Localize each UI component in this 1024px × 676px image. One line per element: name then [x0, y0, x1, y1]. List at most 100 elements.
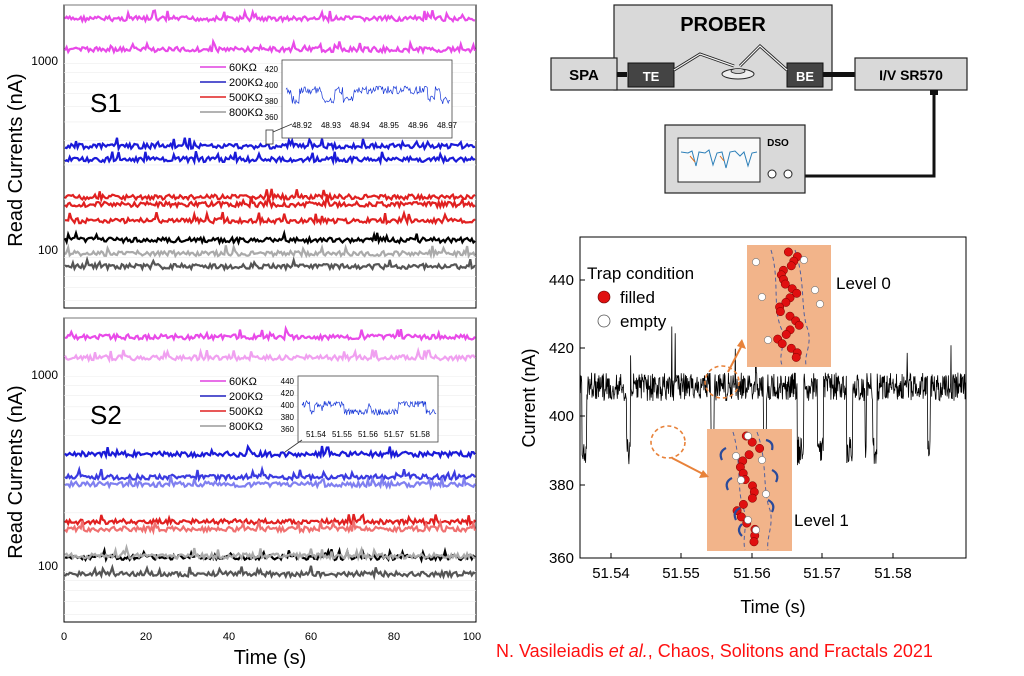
s2-legend-60k: 60KΩ [229, 376, 257, 388]
rtn-ytick-440: 440 [549, 272, 574, 289]
level1-empty-trap [762, 490, 770, 498]
level0-empty-trap [764, 336, 772, 344]
trap-condition-label: Trap condition [587, 264, 694, 283]
s1-inset-xtick-4: 48.96 [408, 121, 429, 130]
s1-series-line [64, 37, 477, 56]
s2-series-line [64, 475, 476, 491]
s1-series-line [64, 255, 476, 273]
s1-inset-xtick-3: 48.95 [379, 121, 400, 130]
level0-filled-trap [794, 320, 804, 330]
level1-filled-trap [736, 512, 746, 522]
rtn-xlabel: Time (s) [740, 597, 805, 617]
s2-inset-ytick-440: 440 [281, 377, 295, 386]
level0-empty-trap [811, 286, 819, 294]
level0-filled-trap [792, 288, 802, 298]
s1-legend-200k: 200KΩ [229, 77, 263, 89]
s2-inset-ytick-400: 400 [281, 401, 295, 410]
s2-legend-500k: 500KΩ [229, 406, 263, 418]
level1-empty-trap [732, 452, 740, 460]
level0-arrow [727, 344, 743, 373]
empty-label: empty [620, 312, 667, 331]
level1-label: Level 1 [794, 511, 849, 530]
s2-inset-ytick-360: 360 [281, 425, 295, 434]
level1-trap-arrows [719, 438, 779, 537]
s1-series-line [64, 209, 476, 227]
s2-series-line [64, 465, 476, 483]
level1-arrowhead [699, 470, 709, 478]
citation: N. Vasileiadis et al., Chaos, Solitons a… [496, 641, 933, 661]
rtn-ytick-420: 420 [549, 340, 574, 357]
level1-empty-trap [744, 432, 752, 440]
s2-inset-trace [301, 399, 437, 416]
level0-filled-trap [775, 307, 785, 317]
iv-converter-box [854, 57, 968, 91]
s1-series-line [63, 229, 476, 246]
prober-label: PROBER [680, 14, 766, 36]
rtn-ytick-380: 380 [549, 477, 574, 494]
level0-filled-trap [783, 247, 793, 257]
level0-empty-trap [758, 293, 766, 301]
s2-series-line [64, 518, 477, 536]
dso-screen-trace [680, 149, 758, 169]
level1-trap-dots [732, 431, 770, 547]
s1-inset: 420 400 380 360 48.92 48.93 48.94 48.95 … [265, 59, 458, 145]
s1-inset-ytick-420: 420 [265, 65, 279, 74]
s2-legend-200k: 200KΩ [229, 391, 263, 403]
s2-xtick-60: 60 [305, 631, 317, 643]
s2-series-line [64, 563, 476, 581]
be-probe [786, 62, 824, 88]
level0-filled-trap [780, 279, 790, 289]
level1-filament-edge-right [756, 431, 772, 551]
s1-inset-trace [285, 85, 451, 105]
setup-diagram: PROBER SPA TE BE I/V SR570 DSO [550, 4, 968, 194]
s2-legend: 60KΩ 200KΩ 500KΩ 800KΩ [200, 376, 263, 433]
trap-legend: Trap condition filled empty [587, 264, 694, 331]
dso-screen [677, 137, 761, 183]
level0-label: Level 0 [836, 274, 891, 293]
s1-series-line [64, 150, 476, 166]
s1-legend: 60KΩ 200KΩ 500KΩ 800KΩ [200, 62, 263, 119]
level1-filled-trap [747, 437, 757, 447]
be-cable [823, 72, 857, 77]
level1-empty-trap [758, 456, 766, 464]
rtn-yticks-marks [580, 279, 894, 558]
citation-etal: et al. [609, 641, 648, 661]
s1-ytick-1000: 1000 [31, 54, 58, 68]
rtn-ylabel: Current (nA) [519, 348, 539, 447]
level0-filament-illustration [747, 245, 831, 367]
dso-cable [805, 95, 936, 178]
citation-journal: , Chaos, Solitons and Fractals 2021 [648, 641, 933, 661]
s2-xtick-20: 20 [140, 631, 152, 643]
s1-inset-frame [281, 59, 453, 139]
rtn-trace [579, 321, 967, 466]
level1-empty-trap [737, 476, 745, 484]
s2-ytick-100: 100 [38, 559, 58, 573]
level1-filled-trap [747, 493, 757, 503]
s1-inset-xtick-2: 48.94 [350, 121, 371, 130]
s2-inset-xtick-2: 51.56 [358, 430, 379, 439]
s2-inset-xtick-3: 51.57 [384, 430, 405, 439]
filled-label: filled [620, 288, 655, 307]
chart-rtn: 440 420 400 380 360 51.54 51.55 51.56 51… [519, 236, 967, 617]
level0-trap-dots [752, 247, 824, 362]
s1-inset-ytick-360: 360 [265, 113, 279, 122]
level1-empty-trap [752, 526, 760, 534]
s2-legend-800k: 800KΩ [229, 421, 263, 433]
spa-cable [617, 72, 627, 77]
rtn-xtick-51.55: 51.55 [662, 565, 700, 582]
s1-inset-xtick-5: 48.97 [437, 121, 458, 130]
be-probe-arm-highlight [739, 45, 788, 71]
s2-inset-xtick-0: 51.54 [306, 430, 327, 439]
iv-connector [930, 90, 938, 95]
s2-ylabel: Read Currents (nA) [5, 385, 27, 558]
rtn-xtick-51.58: 51.58 [874, 565, 912, 582]
s2-inset-xtick-1: 51.55 [332, 430, 353, 439]
dso-knob-right [783, 169, 793, 179]
s1-inset-ytick-400: 400 [265, 81, 279, 90]
citation-authors: N. Vasileiadis [496, 641, 609, 661]
dso-knob-left [767, 169, 777, 179]
s2-xlabel: Time (s) [234, 647, 307, 669]
filled-trap-icon [597, 290, 611, 304]
s1-zoom-marker [265, 129, 274, 145]
